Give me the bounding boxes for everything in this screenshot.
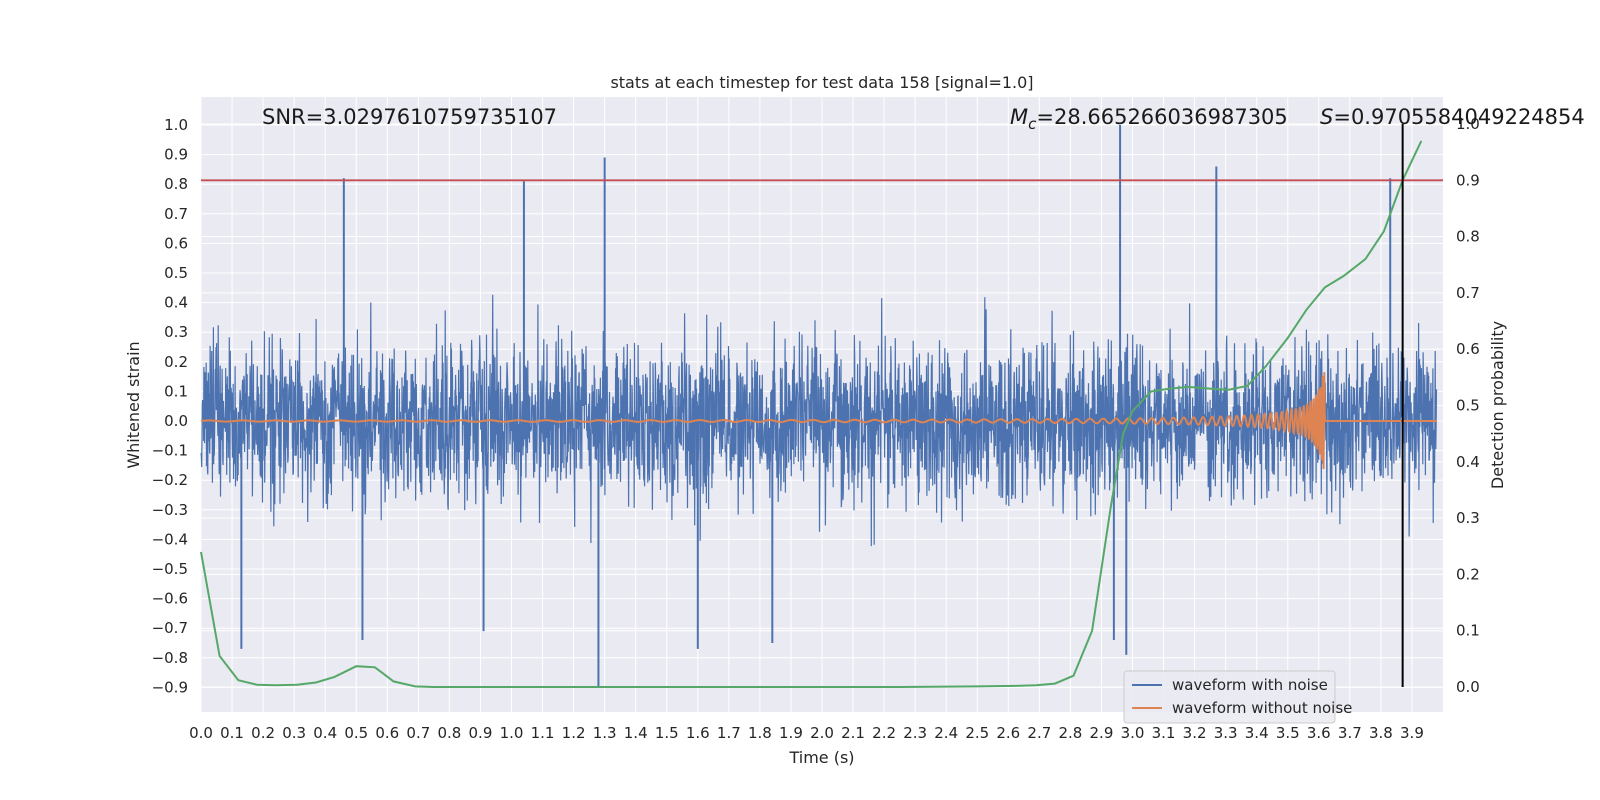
x-tick-label: 2.0 <box>810 724 834 742</box>
x-tick-label: 0.6 <box>375 724 399 742</box>
score-annotation: S=0.9705584049224854 <box>1320 105 1585 129</box>
x-tick-label: 1.5 <box>655 724 679 742</box>
probability-line <box>200 140 1423 688</box>
x-tick-label: 0.3 <box>282 724 306 742</box>
x-tick-label: 0.4 <box>313 724 337 742</box>
x-tick-label: 3.1 <box>1152 724 1176 742</box>
x-tick-label: 1.2 <box>562 724 586 742</box>
y2-tick-label: 0.4 <box>1456 453 1480 471</box>
y2-tick-label: 0.2 <box>1456 565 1480 583</box>
y-tick-label: 0.9 <box>164 146 188 164</box>
x-tick-label: 1.1 <box>531 724 555 742</box>
clean-waveform-line <box>200 372 1437 470</box>
x-tick-label: 1.9 <box>779 724 803 742</box>
y2-tick-label: 0.9 <box>1456 171 1480 189</box>
x-tick-label: 2.8 <box>1058 724 1082 742</box>
x-tick-label: 1.3 <box>593 724 617 742</box>
y-tick-label: −0.6 <box>152 590 188 608</box>
y2-tick-label: 0.0 <box>1456 678 1480 696</box>
noise-series <box>200 125 1438 688</box>
chirp-mass-annotation: Mc=28.665266036987305 <box>1010 105 1288 133</box>
y2-tick-label: 0.8 <box>1456 228 1480 246</box>
legend-label-clean: waveform without noise <box>1172 699 1352 717</box>
noise-waveform-line <box>200 294 1438 547</box>
y2-tick-label: 0.3 <box>1456 509 1480 527</box>
y-tick-label: −0.9 <box>152 678 188 696</box>
y2-tick-label: 1.0 <box>1456 115 1480 133</box>
x-tick-label: 3.0 <box>1121 724 1145 742</box>
x-tick-label: 1.0 <box>500 724 524 742</box>
x-tick-label: 1.4 <box>624 724 648 742</box>
y-tick-label: −0.7 <box>152 619 188 637</box>
x-tick-label: 0.9 <box>469 724 493 742</box>
snr-annotation: SNR=3.0297610759735107 <box>262 105 557 129</box>
legend-label-noise: waveform with noise <box>1172 676 1328 694</box>
x-tick-label: 3.8 <box>1369 724 1393 742</box>
x-tick-label: 3.5 <box>1276 724 1300 742</box>
score-value: =0.9705584049224854 <box>1333 105 1584 129</box>
x-tick-label: 3.7 <box>1338 724 1362 742</box>
x-tick-label: 2.5 <box>965 724 989 742</box>
y-axis-label: Whitened strain <box>124 341 143 468</box>
y-tick-label: 0.3 <box>164 323 188 341</box>
y-tick-label: 0.6 <box>164 234 188 252</box>
x-axis-label: Time (s) <box>788 748 854 767</box>
x-tick-label: 3.9 <box>1400 724 1424 742</box>
x-tick-label: 2.6 <box>996 724 1020 742</box>
y2-axis-label: Detection probability <box>1488 321 1507 489</box>
y-tick-label: 0.2 <box>164 353 188 371</box>
y-tick-label: −0.2 <box>152 471 188 489</box>
x-tick-label: 3.2 <box>1183 724 1207 742</box>
legend-box <box>1123 670 1336 724</box>
chirp-mass-value: =28.665266036987305 <box>1036 105 1287 129</box>
legend: waveform with noise waveform without noi… <box>1123 670 1352 724</box>
x-tick-label: 2.3 <box>903 724 927 742</box>
chart-title: stats at each timestep for test data 158… <box>610 73 1033 92</box>
x-tick-label: 1.8 <box>748 724 772 742</box>
x-tick-label: 3.4 <box>1245 724 1269 742</box>
y2-tick-label: 0.6 <box>1456 340 1480 358</box>
x-tick-label: 2.7 <box>1027 724 1051 742</box>
x-tick-label: 2.9 <box>1090 724 1114 742</box>
x-tick-label: 0.7 <box>406 724 430 742</box>
x-tick-label: 0.1 <box>220 724 244 742</box>
chirp-mass-subscript: c <box>1028 115 1037 133</box>
y-tick-label: 1.0 <box>164 116 188 134</box>
x-tick-label: 3.3 <box>1214 724 1238 742</box>
x-tick-label: 2.1 <box>841 724 865 742</box>
x-tick-label: 1.6 <box>686 724 710 742</box>
y2-tick-label: 0.5 <box>1456 397 1480 415</box>
y-tick-label: −0.3 <box>152 501 188 519</box>
y-tick-label: 0.8 <box>164 175 188 193</box>
ticks: 0.0 0.1 0.2 0.3 0.4 0.5 0.6 0.7 0.8 0.9 1.0 1.1 1.2 1… <box>152 115 1480 742</box>
y-tick-label: 0.1 <box>164 382 188 400</box>
y-tick-label: −0.4 <box>152 530 188 548</box>
chirp-mass-symbol: M <box>1010 105 1028 129</box>
x-tick-label: 0.8 <box>437 724 461 742</box>
threshold-and-detection <box>201 124 1443 687</box>
x-tick-label: 2.4 <box>934 724 958 742</box>
x-tick-label: 2.2 <box>872 724 896 742</box>
y-tick-label: 0.0 <box>164 412 188 430</box>
y-tick-label: −0.1 <box>152 442 188 460</box>
x-tick-label: 1.7 <box>717 724 741 742</box>
score-symbol: S <box>1320 105 1333 129</box>
y2-tick-label: 0.7 <box>1456 284 1480 302</box>
x-tick-label: 0.2 <box>251 724 275 742</box>
clean-series <box>200 372 1437 470</box>
x-tick-label: 0.0 <box>189 724 213 742</box>
x-tick-label: 3.6 <box>1307 724 1331 742</box>
x-tick-label: 0.5 <box>344 724 368 742</box>
y-tick-label: 0.7 <box>164 205 188 223</box>
y-tick-label: −0.5 <box>152 560 188 578</box>
y2-tick-label: 0.1 <box>1456 622 1480 640</box>
y-tick-label: −0.8 <box>152 649 188 667</box>
probability-series <box>200 140 1423 688</box>
y-tick-label: 0.4 <box>164 294 188 312</box>
y-tick-label: 0.5 <box>164 264 188 282</box>
